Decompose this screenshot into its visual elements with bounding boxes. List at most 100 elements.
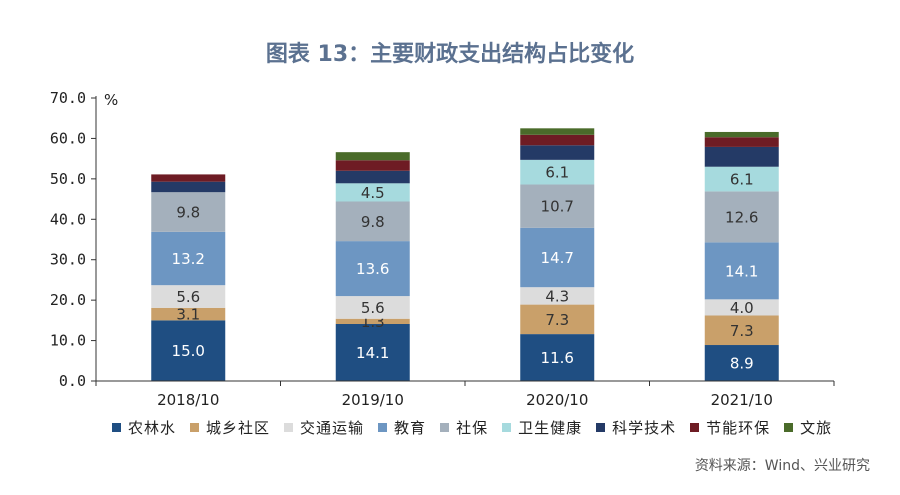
legend-swatch	[502, 422, 512, 432]
legend-label: 教育	[394, 418, 427, 437]
bar-segment	[335, 152, 410, 161]
x-tick-label: 2019/10	[342, 391, 404, 409]
legend-item: 文旅	[784, 417, 832, 438]
bar-segment	[520, 134, 595, 146]
legend-label: 城乡社区	[206, 418, 271, 437]
data-label: 13.6	[356, 260, 389, 278]
y-tick-label: 70.0	[50, 89, 86, 107]
data-label: 5.6	[176, 288, 200, 306]
bar-segment	[520, 334, 595, 381]
data-label: 6.1	[545, 164, 569, 182]
bar-segment	[520, 145, 595, 160]
bar-segment	[335, 160, 410, 171]
legend-item: 卫生健康	[502, 417, 582, 438]
legend-swatch	[596, 422, 606, 432]
legend-label: 文旅	[800, 418, 833, 437]
y-tick-label: 50.0	[50, 170, 86, 188]
bar-segment	[151, 181, 226, 193]
bar-segment	[704, 191, 779, 243]
legend-label: 农林水	[128, 418, 177, 437]
bar-segment	[151, 307, 226, 321]
data-label: 7.3	[730, 322, 754, 340]
bar-segment	[151, 174, 226, 182]
y-tick-label: 20.0	[50, 291, 86, 309]
bar-segment	[151, 320, 226, 381]
data-label: 4.0	[730, 299, 754, 317]
bars-layer: 15.03.15.613.29.814.11.35.613.69.84.511.…	[151, 128, 779, 381]
bar-segment	[704, 242, 779, 300]
bar-segment	[335, 241, 410, 297]
source-note: 资料来源：Wind、兴业研究	[694, 458, 870, 474]
data-label: 4.5	[361, 184, 385, 202]
bar-segment	[335, 318, 410, 324]
data-label: 7.3	[545, 311, 569, 329]
legend-item: 城乡社区	[190, 417, 270, 438]
axis-layer: 0.0 10.0 20.0 30.0 40.0 50.0 60.0 70.0 % 2018/10 2…	[50, 89, 835, 409]
bar-segment	[704, 131, 779, 138]
legend-label: 社保	[456, 418, 489, 437]
data-label: 4.3	[545, 287, 569, 305]
data-label: 13.2	[172, 250, 205, 268]
bar-segment	[520, 287, 595, 305]
legend-item: 节能环保	[690, 417, 770, 438]
legend-label: 节能环保	[706, 418, 771, 437]
bar-segment	[335, 201, 410, 242]
data-label: 9.8	[361, 213, 385, 231]
y-tick-label: 40.0	[50, 210, 86, 228]
y-tick-label: 30.0	[50, 251, 86, 269]
data-label: 10.7	[541, 198, 574, 216]
bar-segment	[520, 304, 595, 335]
legend-swatch	[112, 422, 121, 432]
data-label: 3.1	[176, 306, 200, 324]
bar-segment	[704, 137, 779, 147]
y-tick-label: 60.0	[50, 129, 86, 147]
bar-segment	[520, 128, 595, 135]
legend-label: 科学技术	[612, 418, 677, 437]
legend-swatch	[190, 422, 200, 432]
legend-swatch	[690, 422, 700, 432]
bar-segment	[704, 345, 779, 381]
legend-swatch	[440, 422, 450, 432]
bar-segment	[704, 315, 779, 346]
data-label: 8.9	[730, 355, 754, 373]
bar-segment	[704, 166, 779, 192]
bar-segment	[151, 231, 226, 286]
data-label: 14.1	[725, 262, 758, 280]
chart-title: 图表 13：主要财政支出结构占比变化	[265, 42, 635, 67]
data-label: 14.7	[541, 249, 574, 267]
legend-swatch	[378, 422, 388, 432]
legend-swatch	[784, 422, 794, 432]
legend-label: 交通运输	[300, 418, 365, 437]
bar-segment	[520, 227, 595, 288]
bar-segment	[335, 170, 410, 184]
legend-item: 教育	[378, 417, 426, 438]
bar-segment	[151, 285, 226, 308]
bar-segment	[704, 146, 779, 167]
x-tick-label: 2020/10	[526, 391, 588, 409]
bar-segment	[704, 299, 779, 316]
bar-segment	[335, 296, 410, 319]
bar-segment	[335, 323, 410, 381]
data-label: 6.1	[730, 171, 754, 189]
data-label: 9.8	[176, 204, 200, 222]
bar-segment	[151, 192, 226, 232]
data-label: 15.0	[172, 342, 205, 360]
bar-segment	[520, 159, 595, 185]
legend-item: 农林水	[112, 417, 176, 438]
x-tick-label: 2018/10	[157, 391, 219, 409]
data-label: 12.6	[725, 208, 758, 226]
legend-swatch	[284, 422, 294, 432]
legend: 农林水 城乡社区 交通运输 教育 社保 卫生健康 科学技术 节能环保 文旅	[112, 416, 892, 438]
legend-item: 科学技术	[596, 417, 676, 438]
x-tick-label: 2021/10	[711, 391, 773, 409]
y-tick-label: 0.0	[59, 372, 86, 390]
legend-item: 社保	[440, 417, 488, 438]
y-axis-unit: %	[104, 91, 118, 109]
legend-item: 交通运输	[284, 417, 364, 438]
data-label: 14.1	[356, 344, 389, 362]
y-tick-label: 10.0	[50, 332, 86, 350]
bar-segment	[520, 184, 595, 228]
legend-label: 卫生健康	[518, 418, 583, 437]
bar-segment	[335, 183, 410, 202]
